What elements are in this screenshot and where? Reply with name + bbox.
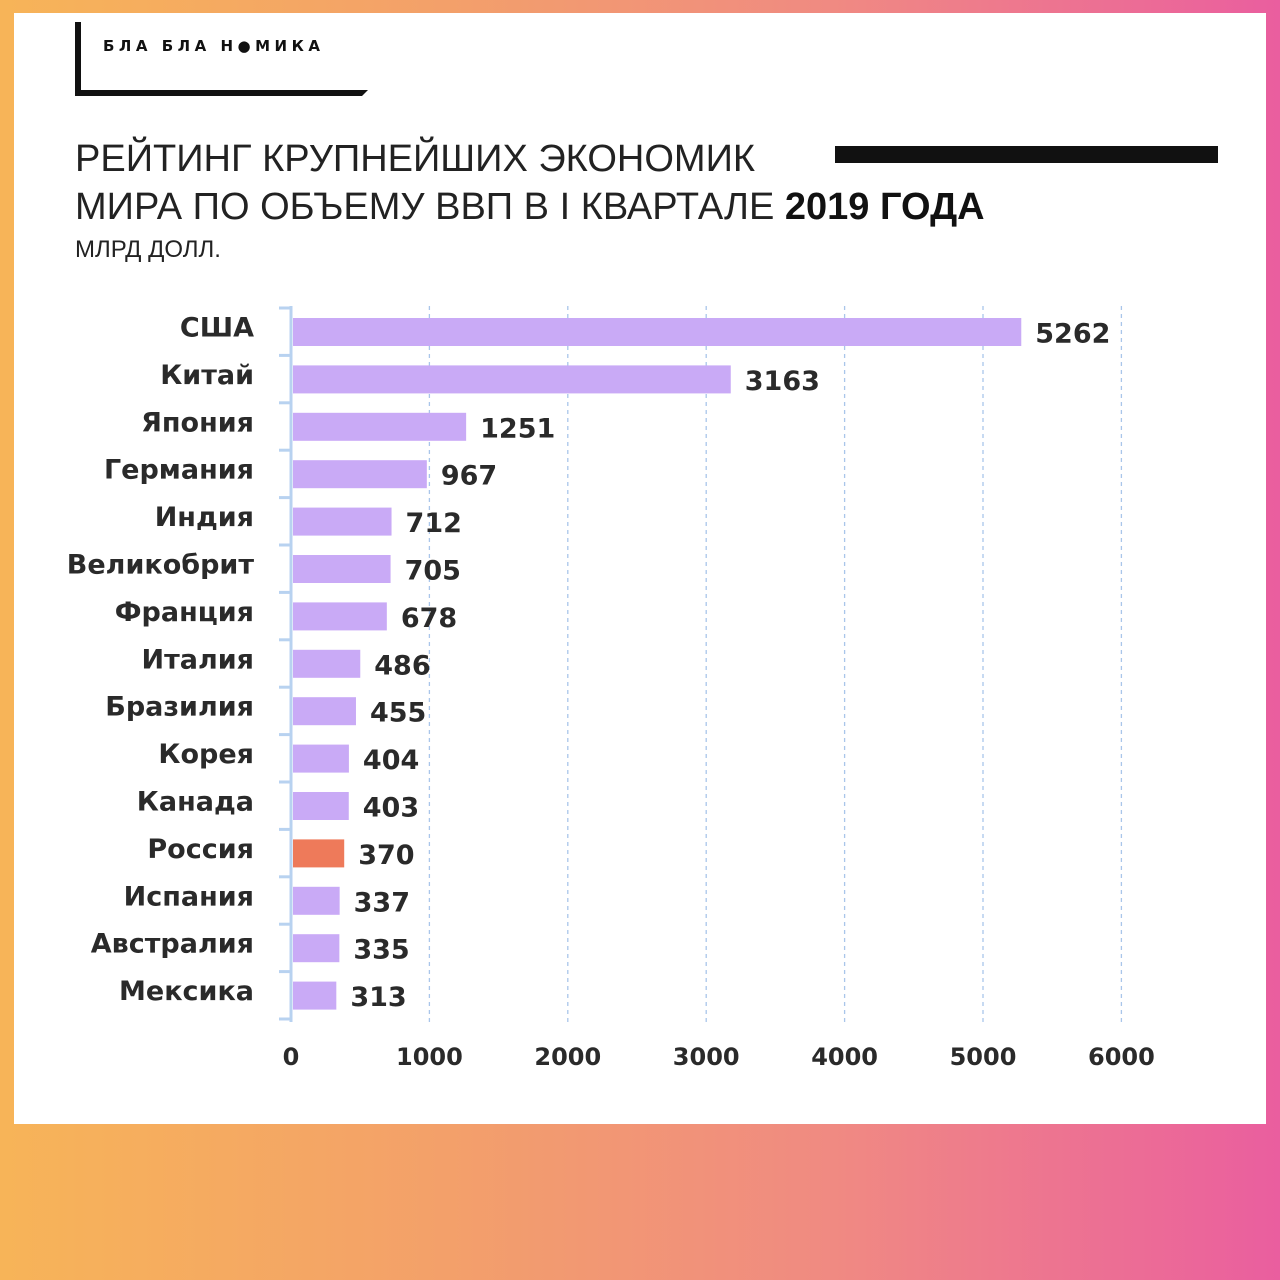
bar [293,365,731,394]
bar [293,507,392,536]
value-label: 337 [354,887,410,918]
chart-title-line-1: РЕЙТИНГ КРУПНЕЙШИХ ЭКОНОМИК [75,138,756,180]
value-label: 678 [401,603,457,634]
bar [293,602,387,631]
bar [293,792,349,820]
x-tick-label: 1000 [396,1043,463,1071]
value-label: 370 [358,840,414,871]
x-tick-label: 5000 [950,1043,1017,1071]
bar [293,744,349,773]
bar [293,555,391,583]
value-label: 3163 [745,366,820,397]
category-label: Германия [104,455,254,486]
bar [293,839,345,868]
category-label: Мексика [119,976,254,1007]
x-tick-label: 0 [283,1043,300,1071]
chart-title-year: 2019 ГОДА [784,186,985,228]
bar [293,886,340,915]
category-label: Италия [142,644,255,675]
category-label: США [180,313,254,344]
title-accent-bar [835,146,1218,163]
value-label: 313 [350,982,406,1013]
value-label: 486 [374,650,430,681]
category-label: Россия [147,834,254,865]
bar [293,460,427,489]
value-label: 967 [441,461,497,492]
chart-title-line-2-plain: МИРА ПО ОБЪЕМУ ВВП В I КВАРТАЛЕ [75,186,775,228]
chart-card [14,13,1266,1124]
value-label: 705 [405,556,461,587]
category-label: Корея [158,739,254,770]
bar [293,697,356,726]
category-label: Канада [137,787,254,818]
bar [293,649,361,678]
value-label: 5262 [1035,319,1110,350]
category-label: Индия [155,502,254,533]
bar [293,934,340,963]
logo-frame [75,22,356,96]
x-tick-label: 2000 [534,1043,601,1071]
category-label: Австралия [91,929,254,960]
value-label: 1251 [480,413,555,444]
x-tick-label: 3000 [673,1043,740,1071]
chart-title-line-2: МИРА ПО ОБЪЕМУ ВВП В I КВАРТАЛЕ 2019 ГОД… [75,186,985,229]
value-label: 403 [363,793,419,824]
value-label: 404 [363,745,419,776]
category-label: Бразилия [105,692,254,723]
brand-logo: БЛА БЛА Н●МИКА [103,37,325,55]
category-label: Франция [115,597,254,628]
x-tick-label: 4000 [811,1043,878,1071]
category-label: Китай [160,360,254,391]
category-label: Великобрит [67,550,255,581]
value-label: 335 [353,935,409,966]
chart-unit-label: МЛРД ДОЛЛ. [75,236,221,263]
category-label: Испания [124,881,254,912]
bar [293,318,1022,346]
category-label: Япония [141,407,254,438]
x-tick-label: 6000 [1088,1043,1155,1071]
value-label: 712 [406,508,462,539]
value-label: 455 [370,698,426,729]
bar [293,412,467,441]
bar [293,981,337,1010]
